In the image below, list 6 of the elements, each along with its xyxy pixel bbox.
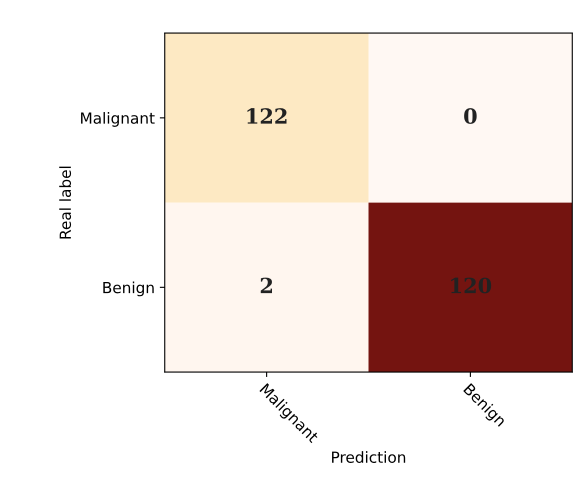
x-axis-title: Prediction (332, 451, 406, 463)
data-label: 122 (247, 108, 286, 124)
data-label: 0 (464, 108, 477, 124)
data-label: 2 (260, 278, 272, 294)
data-label: 120 (451, 278, 492, 294)
y-axis-title: Real label (59, 166, 72, 238)
